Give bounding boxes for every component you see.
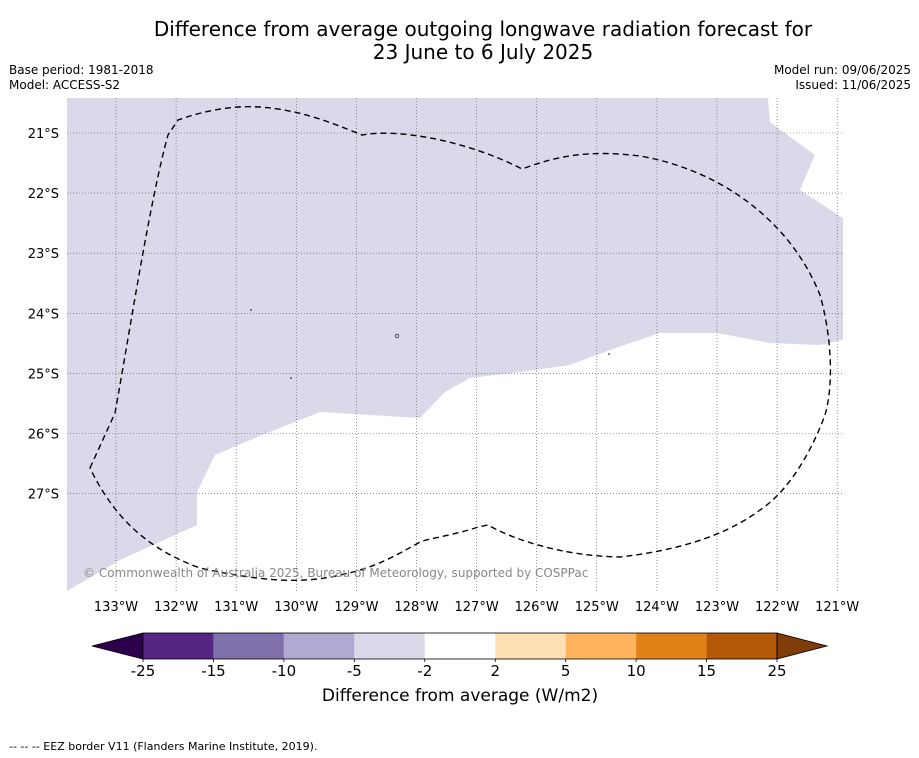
latitude-labels: 21°S 22°S 23°S 24°S 25°S 26°S 27°S xyxy=(28,127,59,503)
longitude-label: 129°W xyxy=(334,600,378,615)
colorbar-tick-label: 15 xyxy=(697,662,716,680)
graticule xyxy=(67,98,843,591)
latitude-label: 21°S xyxy=(28,127,59,142)
colorbar-tick-label: -2 xyxy=(417,662,432,680)
colorbar-tick-label: -5 xyxy=(347,662,362,680)
latitude-label: 25°S xyxy=(28,367,59,382)
colorbar-label: Difference from average (W/m2) xyxy=(321,686,599,706)
longitude-label: 130°W xyxy=(274,600,318,615)
longitude-label: 121°W xyxy=(815,600,859,615)
colorbar-tick-label: 2 xyxy=(490,662,500,680)
latitude-label: 27°S xyxy=(28,488,59,503)
small-islands xyxy=(250,309,610,379)
longitude-labels: 133°W 132°W 131°W 130°W 129°W 128°W 127°W 126°W… xyxy=(94,600,860,615)
model-run-text: Model run: 09/06/2025 xyxy=(773,63,911,77)
colorbar-outline xyxy=(142,632,778,660)
island-marker xyxy=(290,377,292,379)
longitude-label: 127°W xyxy=(455,600,499,615)
eez-footnote: -- -- -- EEZ border V11 (Flanders Marine… xyxy=(9,740,318,753)
anomaly-region-minus5-to-minus2 xyxy=(67,98,843,591)
land-mask xyxy=(768,98,843,218)
run-info-right: Model run: 09/06/2025 Issued: 11/06/2025 xyxy=(774,63,911,93)
longitude-label: 122°W xyxy=(755,600,799,615)
longitude-label: 123°W xyxy=(695,600,739,615)
title-line-1: Difference from average outgoing longwav… xyxy=(153,17,813,41)
colorbar-segment xyxy=(283,633,355,659)
latitude-label: 26°S xyxy=(28,428,59,443)
colorbar-extend-high xyxy=(776,632,829,660)
colorbar-tick-label: -10 xyxy=(272,662,297,680)
island-marker xyxy=(250,309,252,311)
colorbar-segment xyxy=(143,633,214,659)
latitude-label: 23°S xyxy=(28,247,59,262)
chart-title: Difference from average outgoing longwav… xyxy=(60,18,906,64)
longitude-label: 133°W xyxy=(94,600,138,615)
colorbar-segment xyxy=(354,633,425,659)
longitude-label: 128°W xyxy=(394,600,438,615)
island-marker xyxy=(608,353,610,355)
colorbar-tick-label: 25 xyxy=(767,662,786,680)
eez-border-line xyxy=(89,105,832,581)
colorbar-tick-label: 10 xyxy=(627,662,646,680)
copyright-notice: © Commonwealth of Australia 2025, Bureau… xyxy=(83,566,588,580)
model-text: Model: ACCESS-S2 xyxy=(9,78,121,92)
longitude-label: 126°W xyxy=(515,600,559,615)
island-marker xyxy=(394,333,400,339)
colorbar-segment xyxy=(495,633,566,659)
base-period-text: Base period: 1981-2018 xyxy=(9,63,154,77)
longitude-label: 125°W xyxy=(575,600,619,615)
issued-text: Issued: 11/06/2025 xyxy=(795,78,911,92)
forecast-shading-layer xyxy=(67,98,843,591)
latitude-label: 22°S xyxy=(28,187,59,202)
colorbar-tick-label: -15 xyxy=(201,662,226,680)
longitude-label: 132°W xyxy=(154,600,198,615)
colorbar-tick-label: -25 xyxy=(131,662,156,680)
colorbar-segment xyxy=(424,633,496,659)
longitude-label: 131°W xyxy=(214,600,258,615)
colorbar-tick-label: 5 xyxy=(561,662,571,680)
colorbar-segment xyxy=(565,633,637,659)
colorbar-segment xyxy=(213,633,284,659)
colorbar-segment xyxy=(706,633,777,659)
colorbar-extend-low xyxy=(91,632,144,660)
colorbar-segment xyxy=(636,633,707,659)
title-line-2: 23 June to 6 July 2025 xyxy=(372,40,594,64)
longitude-label: 124°W xyxy=(635,600,679,615)
run-info-left: Base period: 1981-2018 Model: ACCESS-S2 xyxy=(9,63,154,93)
colorbar: -25 -15 -10 -5 -2 2 5 10 15 25 xyxy=(91,632,829,680)
latitude-label: 24°S xyxy=(28,307,59,322)
